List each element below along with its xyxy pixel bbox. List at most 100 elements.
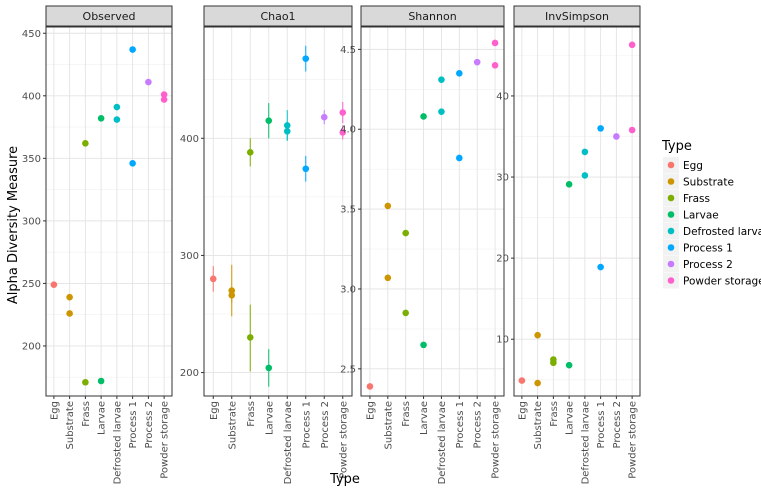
panel-border	[360, 26, 505, 397]
data-point-frass	[550, 359, 557, 367]
y-tick-label: 200	[22, 341, 41, 352]
x-tick-label-larvae: Larvae	[419, 401, 430, 435]
y-tick-label: 3.5	[340, 205, 356, 216]
legend-key-frass	[667, 194, 675, 202]
data-point-defrosted-larvae	[581, 172, 589, 179]
legend-title: Type	[661, 139, 692, 154]
y-tick-label: 400	[180, 134, 199, 145]
x-tick-label-defrosted-larvae: Defrosted larvae	[580, 401, 591, 484]
x-tick-label-process-2: Process 2	[473, 401, 484, 448]
y-tick-label: 300	[180, 251, 199, 262]
strip-title-shannon: Shannon	[408, 10, 456, 23]
data-point-process-1	[597, 125, 604, 132]
legend-entry-process-2: Process 2	[663, 256, 733, 272]
x-tick-label-larvae: Larvae	[264, 401, 275, 435]
data-point-process-2	[320, 113, 328, 121]
y-tick-label: 3.0	[340, 284, 356, 295]
legend-key-defrosted-larvae	[667, 227, 675, 235]
panel-border	[45, 26, 173, 397]
data-point-process-1	[456, 154, 463, 162]
x-tick-label-substrate: Substrate	[65, 401, 76, 449]
legend-label-defrosted-larvae: Defrosted larvae	[683, 226, 761, 238]
data-point-substrate	[228, 291, 236, 299]
data-point-larvae	[97, 377, 105, 385]
x-tick-label-substrate: Substrate	[383, 401, 394, 449]
y-tick-label: 4.0	[340, 125, 356, 136]
data-point-powder-storage	[491, 62, 499, 69]
data-point-larvae	[97, 115, 105, 122]
strip-invsimpson	[513, 5, 641, 27]
data-point-defrosted-larvae	[438, 108, 445, 115]
x-tick-label-powder-storage: Powder storage	[338, 401, 349, 479]
data-point-substrate	[534, 379, 541, 387]
legend: Type Egg Substrate Frass Larvae Defrosted la…	[661, 139, 761, 289]
data-point-substrate	[534, 331, 541, 339]
data-point-powder-storage	[491, 39, 499, 47]
y-tick-label: 250	[22, 279, 41, 290]
data-point-substrate	[66, 293, 73, 301]
y-tick-label: 450	[22, 29, 41, 40]
legend-label-powder-storage: Powder storage	[683, 275, 761, 287]
data-point-larvae	[420, 113, 427, 120]
x-tick-label-process-2: Process 2	[144, 401, 155, 448]
legend-label-frass: Frass	[683, 193, 710, 205]
x-tick-label-powder-storage: Powder storage	[160, 401, 171, 479]
x-tick-label-process-1: Process 1	[455, 401, 466, 448]
x-tick-label-frass: Frass	[401, 401, 412, 427]
data-point-process-2	[613, 133, 620, 140]
legend-key-process-1	[667, 244, 675, 251]
data-point-process-1	[456, 70, 463, 77]
legend-entry-larvae: Larvae	[663, 206, 719, 223]
legend-entry-frass: Frass	[663, 190, 710, 206]
data-point-process-1	[597, 263, 604, 271]
x-tick-label-frass: Frass	[549, 401, 560, 427]
data-point-egg	[50, 281, 58, 288]
x-tick-label-process-2: Process 2	[612, 401, 623, 448]
data-point-larvae	[265, 117, 273, 125]
data-point-egg	[518, 377, 526, 384]
legend-entry-egg: Egg	[663, 157, 703, 173]
data-point-frass	[246, 149, 254, 156]
data-point-frass	[402, 309, 409, 317]
data-point-defrosted-larvae	[438, 76, 445, 84]
data-point-process-1	[302, 55, 310, 62]
data-point-defrosted-larvae	[283, 122, 291, 129]
data-point-frass	[82, 140, 89, 147]
data-point-defrosted-larvae	[581, 148, 589, 156]
legend-key-larvae	[667, 211, 675, 218]
y-axis-title: Alpha Diversity Measure	[6, 146, 21, 304]
x-tick-label-process-1: Process 1	[301, 401, 312, 448]
legend-key-process-2	[667, 260, 675, 268]
data-point-larvae	[420, 341, 427, 349]
data-point-frass	[246, 334, 254, 341]
strip-chao1	[203, 5, 353, 27]
x-tick-label-substrate: Substrate	[227, 401, 238, 449]
data-point-defrosted-larvae	[113, 116, 121, 123]
x-tick-label-defrosted-larvae: Defrosted larvae	[283, 401, 294, 484]
data-point-larvae	[565, 361, 573, 369]
panel-shannon: Shannon 2.5 3.0 3.5 4.0 4.5 Egg Substrate Frass L…	[340, 5, 505, 484]
data-point-process-2	[473, 58, 481, 66]
legend-key-substrate	[667, 178, 675, 185]
legend-label-larvae: Larvae	[683, 209, 719, 221]
y-tick-label: 2.5	[340, 364, 356, 375]
data-point-substrate	[228, 287, 236, 294]
y-tick-label: 4.5	[340, 45, 356, 56]
legend-label-process-1: Process 1	[683, 242, 733, 254]
data-point-frass	[402, 229, 409, 237]
x-tick-label-defrosted-larvae: Defrosted larvae	[112, 401, 123, 484]
plot-area-shannon	[361, 27, 504, 396]
data-point-substrate	[384, 274, 392, 282]
legend-label-process-2: Process 2	[683, 259, 733, 271]
data-point-powder-storage	[628, 126, 636, 134]
strip-observed	[45, 5, 173, 27]
legend-key-powder-storage	[667, 277, 675, 284]
data-point-powder-storage	[160, 91, 168, 98]
data-point-egg	[209, 275, 217, 283]
plot-area-chao1	[204, 27, 352, 396]
panel-border	[203, 26, 353, 397]
data-point-process-1	[302, 165, 310, 173]
data-point-powder-storage	[339, 129, 347, 136]
y-tick-label: 10	[496, 335, 509, 346]
x-tick-label-powder-storage: Powder storage	[491, 401, 502, 479]
